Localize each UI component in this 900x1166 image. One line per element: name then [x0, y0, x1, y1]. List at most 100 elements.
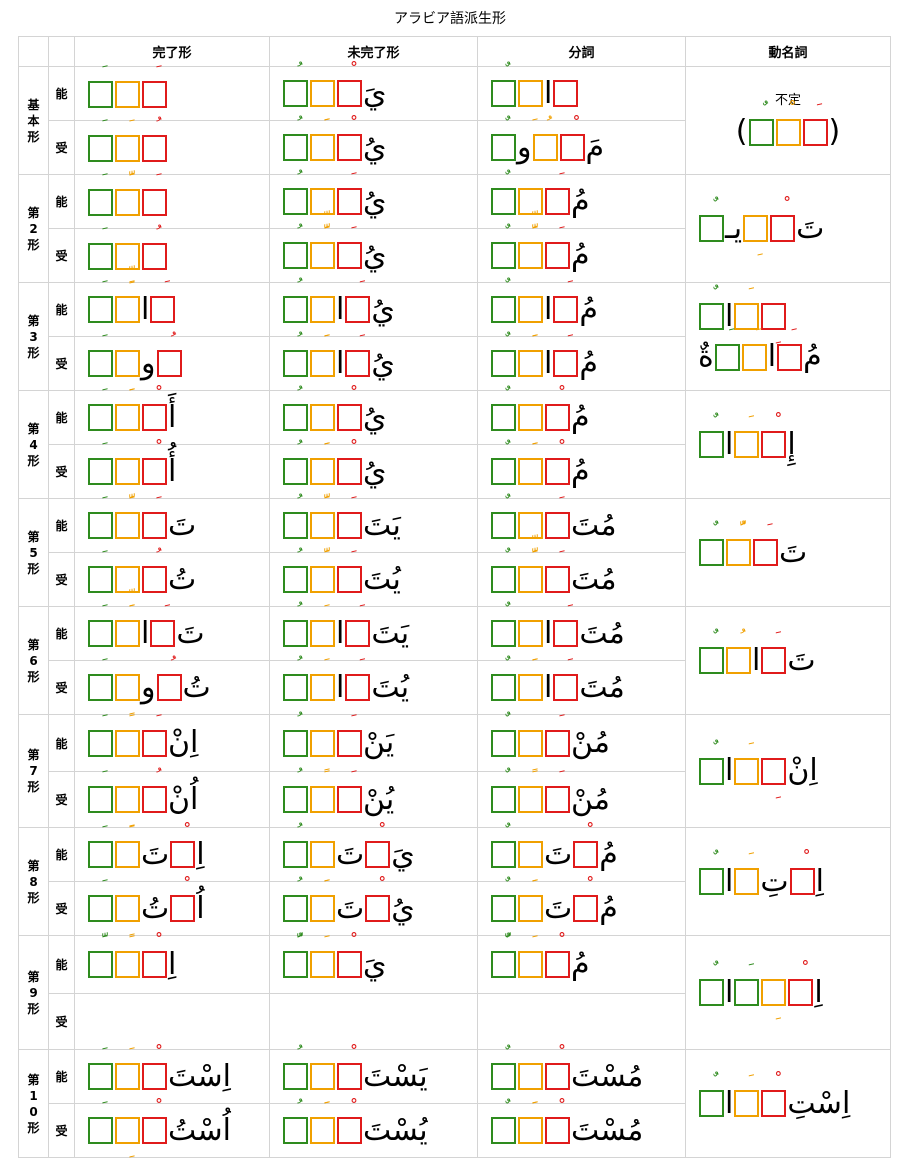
- arabic-word: يُُِْ: [270, 397, 477, 438]
- root-letter-box-r3: ُ: [283, 134, 308, 162]
- root-letter-box-r1: ْ: [559, 134, 585, 162]
- root-letter-box-r2: َ: [734, 868, 760, 896]
- root-letter-box-r2: ِ: [518, 620, 543, 648]
- root-letter-box-r3: َ: [88, 895, 113, 923]
- root-letter-box-r1: ْ: [142, 1063, 167, 1091]
- imp-cell: يُسْتََُْ: [269, 1102, 478, 1158]
- root-letter-box-r1: ْ: [142, 951, 167, 979]
- harakat-mark: ْ: [575, 826, 596, 840]
- arabic-letters: مُ: [599, 836, 618, 872]
- root-letter-box-r2: ُ: [726, 647, 751, 675]
- root-letter-box-r1: ْ: [789, 868, 815, 896]
- harakat-mark: َ: [555, 605, 576, 619]
- harakat-mark: َ: [90, 1048, 111, 1062]
- harakat-mark: ْ: [144, 443, 165, 457]
- perf-cell: َََّ: [74, 174, 270, 229]
- header-verbal-noun: 動名詞: [685, 36, 891, 67]
- harakat-mark: َ: [90, 771, 111, 785]
- imp-cell: يَُُِّ: [269, 174, 478, 229]
- perf-cell: اُنَُِْ: [74, 771, 270, 828]
- imp-cell: يَُاُِ: [269, 282, 478, 337]
- form-label: 第7形: [18, 714, 49, 828]
- harakat-mark: ٌ: [493, 173, 514, 187]
- arabic-letters: يُ: [371, 291, 395, 327]
- root-letter-box-r1: ْ: [365, 841, 391, 869]
- harakat-mark: َ: [339, 771, 360, 785]
- arabic-letters: يُ: [391, 890, 415, 926]
- root-letter-box-r2: ِ: [310, 1063, 335, 1091]
- harakat-mark: ْ: [339, 443, 360, 457]
- arabic-word: يَْتَُِ: [270, 834, 477, 875]
- imp-cell: يُْتََُ: [269, 880, 478, 936]
- perf-cell: تَُُِّ: [74, 552, 270, 607]
- harakat-mark: َ: [312, 335, 333, 349]
- root-letter-box-r2: ِّ: [310, 188, 335, 216]
- harakat-mark: َ: [144, 497, 165, 511]
- root-letter-box-r1: ْ: [170, 841, 196, 869]
- root-letter-box-r1: ْ: [545, 458, 570, 486]
- root-letter-box-r2: َّ: [310, 242, 335, 270]
- root-letter-box-r2: َّ: [310, 512, 335, 540]
- root-letter-box-r3: ٌ: [699, 979, 724, 1007]
- root-letter-box-r3: ُ: [283, 80, 308, 108]
- root-letter-box-r2: َ: [115, 951, 140, 979]
- harakat-mark: ْ: [575, 880, 596, 894]
- root-letter-box-r1: َ: [345, 350, 371, 378]
- arabic-letters: ا: [752, 642, 761, 678]
- harakat-mark: َ: [312, 1102, 333, 1116]
- form-label: 第6形: [18, 606, 49, 715]
- harakat-mark: َ: [117, 605, 138, 619]
- harakat-mark: ُ: [728, 632, 749, 646]
- root-letter-box-r3: ُ: [283, 895, 308, 923]
- root-letter-box-r2: َ: [518, 895, 543, 923]
- harakat-mark: ٌ: [493, 715, 514, 729]
- conjugation-row: 受تُُوَِيُتََاَُمُتََاٌَ: [19, 660, 891, 715]
- part-cell: مُْتٌََ: [477, 880, 686, 936]
- arabic-letters: تُ: [168, 561, 197, 597]
- arabic-letters: مُ: [803, 339, 822, 374]
- harakat-mark: ُ: [285, 65, 306, 79]
- root-letter-box-r1: َ: [545, 188, 570, 216]
- harakat-mark: َ: [90, 228, 111, 242]
- harakat-mark: ْ: [547, 1048, 568, 1062]
- root-letter-box-r1: ُ: [142, 566, 167, 594]
- harakat-mark: َّ: [117, 497, 138, 511]
- harakat-mark: َ: [152, 281, 173, 295]
- root-letter-box-r3: ٌ: [699, 431, 724, 459]
- harakat-mark: ُ: [285, 335, 306, 349]
- harakat-mark: ْ: [339, 119, 360, 133]
- root-letter-box-r3: َّ: [88, 951, 113, 979]
- root-letter-box-r3: ٌ: [699, 757, 724, 785]
- arabic-letters: (: [828, 114, 841, 150]
- verbal-noun-cell: 不定 (ٌَْ): [685, 66, 891, 175]
- perf-cell: تََََّ: [74, 497, 270, 553]
- perf-cell: اُسْتَُِْ: [74, 1103, 270, 1158]
- conjugation-row: 受َُِّيََُُّمٌََُّ: [19, 228, 891, 283]
- arabic-letters: تِ: [760, 863, 789, 899]
- root-letter-box-r3: ٌ: [491, 296, 516, 324]
- conjugation-row: 受: [19, 993, 891, 1050]
- perf-cell: تُُوَِ: [74, 660, 270, 715]
- root-letter-box-r3: َ: [88, 296, 113, 324]
- root-letter-box-r3: ٌ: [491, 674, 516, 702]
- passive-voice-label: 受: [48, 120, 75, 175]
- harakat-mark: َ: [90, 880, 111, 894]
- harakat-mark: ْ: [792, 853, 813, 867]
- part-cell: مُنٌَِْ: [477, 714, 686, 772]
- part-cell: مُسْتٌَِْ: [477, 1048, 686, 1104]
- root-letter-box-r3: َ: [714, 343, 740, 371]
- harakat-mark: ِ: [117, 376, 138, 390]
- root-letter-box-r2: َّ: [115, 188, 140, 216]
- root-letter-box-r1: ْ: [788, 979, 814, 1007]
- arabic-word: يَنَُِْ: [270, 723, 477, 764]
- harakat-mark: ُ: [285, 715, 306, 729]
- conjugation-row: 受اُنَُِْيُنََُْمُنٌََْ: [19, 771, 891, 828]
- harakat-mark: ْ: [367, 880, 388, 894]
- harakat-mark: َ: [520, 936, 541, 950]
- harakat-mark: ٌ: [701, 524, 722, 538]
- harakat-mark: َ: [90, 174, 111, 188]
- passive-voice-label: 受: [48, 881, 75, 936]
- arabic-letters: ا: [725, 863, 734, 899]
